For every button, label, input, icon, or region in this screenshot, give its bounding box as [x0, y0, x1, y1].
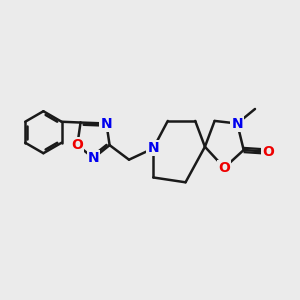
Text: O: O: [71, 138, 83, 152]
Text: N: N: [100, 116, 112, 130]
Text: O: O: [262, 145, 274, 159]
Text: O: O: [218, 161, 230, 175]
Text: N: N: [147, 141, 159, 155]
Text: N: N: [88, 151, 99, 165]
Text: N: N: [231, 116, 243, 130]
